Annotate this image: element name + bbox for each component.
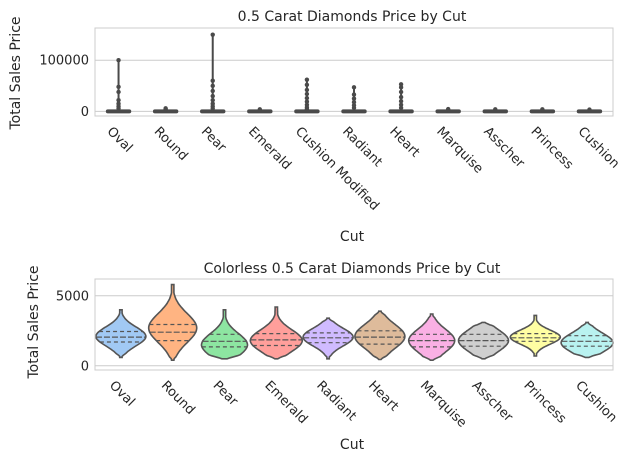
chart-top-x-tick-label: Pear [198, 124, 229, 155]
chart-top-outlier-point [210, 97, 215, 103]
chart-top-x-tick-label: Round [151, 124, 191, 164]
chart-top-outlier-point [210, 88, 215, 94]
chart-bottom-x-label: Cut [340, 437, 365, 453]
chart-top-outlier-point [257, 107, 263, 112]
chart-bottom-y-tick-label: 5000 [56, 289, 89, 304]
chart-bottom-violin [509, 314, 562, 357]
chart-top-y-label: Total Sales Price [8, 16, 24, 130]
chart-bottom-x-tick-label: Oval [106, 378, 137, 409]
chart-bottom-violin [302, 317, 354, 360]
chart-top-outlier-point [210, 83, 215, 89]
chart-top-outlier-point [116, 89, 121, 95]
chart-top-outlier-point [304, 106, 310, 112]
chart-bottom-x-tick-label: Heart [365, 378, 401, 414]
chart-bottom-y-ticks: 0 5000 [56, 289, 89, 374]
chart-top-outlier-point [304, 82, 310, 87]
chart-top-outlier-point [398, 89, 404, 95]
chart-top-outlier-point [304, 87, 310, 93]
chart-top-outlier-point [445, 106, 451, 112]
chart-top-outlier-point [351, 92, 357, 97]
chart-top-outlier-point [210, 78, 215, 83]
chart-bottom-marks [95, 283, 614, 361]
chart-top-outlier-point [304, 95, 310, 101]
chart-top-outlier-point [116, 106, 121, 111]
chart-top-x-tick-label: Princess [528, 124, 577, 173]
chart-top-outlier-point [398, 94, 404, 100]
chart-top-outlier-point [304, 77, 310, 82]
chart-top-outlier-point [351, 85, 357, 90]
chart-top-marks [105, 32, 603, 114]
chart-top-outlier-point [304, 91, 310, 97]
chart-top-outlier-point [116, 58, 121, 63]
chart-top-title: 0.5 Carat Diamonds Price by Cut [238, 9, 467, 25]
chart-top-x-tick-label: Asscher [480, 124, 527, 171]
chart-top-outlier-point [116, 84, 121, 90]
chart-top-x-tick-label: Cushion [575, 124, 622, 171]
chart-bottom-violin [560, 321, 614, 359]
chart-bottom-y-tick-label: 0 [81, 359, 89, 374]
chart-top-x-label: Cut [340, 229, 365, 245]
chart-top-outlier-point [304, 99, 310, 104]
chart-top-outlier-point [398, 105, 404, 111]
chart-top-outlier-point [351, 99, 357, 105]
chart-bottom: Colorless 0.5 Carat Diamonds Price by Cu… [26, 261, 620, 453]
chart-top-outlier-point [210, 32, 215, 37]
chart-top: 0.5 Carat Diamonds Price by Cut 0100000 … [8, 9, 622, 245]
chart-top-outlier-point [116, 97, 121, 103]
chart-top-x-tick-label: Cushion Modified [292, 124, 382, 214]
chart-top-outlier-point [493, 107, 498, 112]
chart-bottom-x-tick-label: Cushion [572, 378, 619, 425]
chart-top-x-tick-label: Oval [104, 124, 135, 155]
chart-bottom-y-label: Total Sales Price [26, 265, 42, 379]
chart-bottom-violin [407, 313, 456, 361]
chart-bottom-title: Colorless 0.5 Carat Diamonds Price by Cu… [204, 261, 501, 277]
chart-bottom-violin [95, 309, 147, 359]
chart-bottom-x-tick-label: Pear [210, 378, 241, 409]
chart-bottom-frame [94, 278, 614, 371]
chart-top-x-tick-label: Marquise [433, 124, 485, 176]
chart-top-outlier-point [210, 106, 215, 111]
chart-top-x-tick-label: Heart [386, 124, 422, 160]
chart-bottom-violin [354, 310, 406, 361]
chart-top-x-tick-label: Radiant [339, 124, 385, 170]
chart-bottom-x-tick-label: Round [158, 378, 198, 418]
chart-bottom-x-tick-label: Princess [520, 378, 569, 427]
chart-top-y-ticks: 0 100000 [39, 54, 89, 120]
chart-top-outlier-point [540, 107, 545, 112]
chart-bottom-violin [147, 283, 198, 361]
chart-bottom-x-ticks: Oval Round Pear Emerald Radiant Heart Marquise… [106, 378, 620, 430]
chart-top-outlier-point [163, 106, 168, 112]
chart-top-outlier-point [398, 85, 404, 90]
chart-top-outlier-point [351, 105, 357, 111]
chart-top-outlier-point [587, 107, 592, 112]
chart-top-outlier-point [398, 102, 404, 107]
chart-top-y-tick-label: 100000 [39, 54, 89, 69]
chart-bottom-grid [95, 295, 613, 367]
chart-top-outlier-point [210, 93, 215, 99]
chart-bottom-violin [249, 306, 304, 360]
chart-bottom-x-tick-label: Asscher [469, 378, 516, 425]
chart-top-y-tick-label: 0 [81, 105, 89, 120]
chart-top-x-tick-label: Emerald [245, 124, 294, 173]
chart-top-outlier-point [351, 96, 357, 101]
chart-bottom-x-tick-label: Emerald [261, 378, 310, 427]
chart-top-outlier-point [398, 82, 404, 87]
chart-top-frame [94, 27, 614, 117]
chart-bottom-x-tick-label: Radiant [313, 378, 359, 424]
chart-top-outlier-point [398, 98, 404, 104]
chart-bottom-x-tick-label: Marquise [417, 378, 469, 430]
